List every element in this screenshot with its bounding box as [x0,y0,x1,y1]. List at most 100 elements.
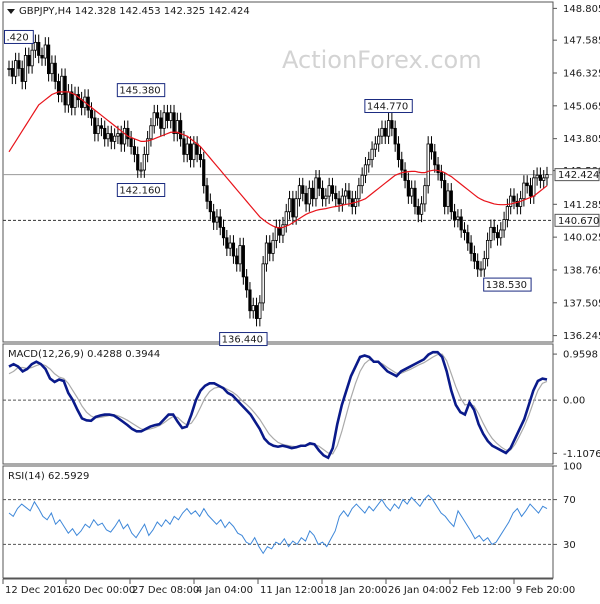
macd-panel-frame [2,343,554,465]
rsi-title: RSI(14) 62.5929 [8,471,89,482]
price-candle-body [489,226,493,241]
price-candle-body [264,242,269,265]
price-candle-body [545,174,549,179]
current-price-value: 142.424 [558,170,599,181]
price-candle-body [202,159,206,187]
price-candle-body [304,193,308,205]
rsi-line [8,494,548,555]
price-candle-body [403,169,407,181]
price-y-tick-label: 147.585 [563,36,600,47]
watermark-text: ActionForex.com [282,46,482,74]
price-candle-body [400,159,404,171]
price-candle-body [20,68,24,82]
price-candle-body [132,146,137,155]
price-candle-body [7,68,11,70]
price-candle-body [340,195,344,205]
price-candle-body [155,112,160,119]
price-candle-body [419,203,424,215]
price-candle-body [396,143,401,161]
price-candle-body [47,44,51,75]
price-candle-body [532,177,536,197]
price-candle-body [449,190,453,213]
price-annotation-box [116,83,166,98]
price-annotation-label: .420 [7,32,29,43]
price-candle-body [126,127,130,140]
price-y-tick-label: 145.065 [563,101,600,112]
price-candle-body [208,200,212,213]
price-candle-body [446,190,450,207]
price-candle-body [509,195,513,207]
price-candle-body [60,75,64,95]
price-candle-body [482,258,486,270]
price-candle-body [40,55,44,59]
macd-y-tick-label: -1.1076 [563,449,600,460]
price-candle-body [416,206,420,215]
price-candle-body [294,198,298,218]
price-candle-body [297,185,302,200]
price-candle-body [535,174,539,179]
price-candle-body [327,185,331,197]
price-candle-body [231,242,236,257]
price-candle-body [515,200,519,207]
price-candle-body [17,60,21,69]
price-candle-body [469,242,473,254]
price-annotation-label: 144.770 [367,102,408,113]
price-candle-body [505,206,509,220]
price-candle-body [96,125,100,134]
price-candle-body [344,190,348,197]
price-y-tick-label: 146.325 [563,68,600,79]
price-candle-body [380,127,384,137]
price-candle-body [113,135,117,142]
price-candle-body [301,185,305,194]
price-annotation-label: 136.440 [222,335,263,346]
price-candle-body [215,216,219,223]
price-candle-body [146,138,150,155]
price-candle-body [439,172,443,181]
price-candle-body [139,169,143,172]
price-candle-body [433,151,437,166]
price-candle-body [492,226,496,233]
macd-y-tick-label: 0.00 [563,396,585,407]
price-candle-body [10,68,14,77]
price-annotation-box [116,183,166,198]
macd-line [8,350,548,460]
price-candle-body [367,159,371,166]
x-tick-label: 4 Jan 04:00 [196,585,253,596]
price-y-tick-label: 148.805 [563,4,600,15]
price-candle-body [162,112,166,129]
price-candle-body [185,143,189,155]
price-candle-body [235,255,239,265]
rsi-y-tick-label: 30 [563,540,576,551]
price-candle-body [63,75,67,106]
price-candle-body [363,164,368,176]
price-y-tick-label: 136.245 [563,331,600,342]
price-candle-body [238,245,242,265]
price-moving-average-line [8,91,548,229]
rsi-panel-frame [2,465,554,579]
price-candle-body [254,305,259,319]
price-candle-body [221,226,226,239]
price-candle-body [172,112,176,134]
price-candle-body [518,198,523,207]
price-y-tick-label: 143.805 [563,134,600,145]
price-y-tick-label: 138.765 [563,265,600,276]
price-annotation-box [364,99,413,114]
price-candle-body [142,154,146,171]
price-candle-body [423,185,427,205]
price-candle-body [462,229,467,233]
price-candle-body [429,143,434,153]
price-y-tick-label: 140.025 [563,233,600,244]
price-candle-body [542,177,546,181]
x-tick-label: 26 Jan 04:00 [388,585,451,596]
price-y-tick-label: 141.285 [563,200,600,211]
price-candle-body [152,112,156,127]
price-candle-body [495,232,500,239]
price-candle-body [357,185,361,200]
price-candle-body [347,190,351,200]
price-candle-body [241,245,245,278]
price-candle-body [103,127,107,140]
price-candle-body [212,211,216,223]
price-candle-body [525,182,529,187]
price-candle-body [165,112,170,121]
price-candle-body [228,242,232,249]
